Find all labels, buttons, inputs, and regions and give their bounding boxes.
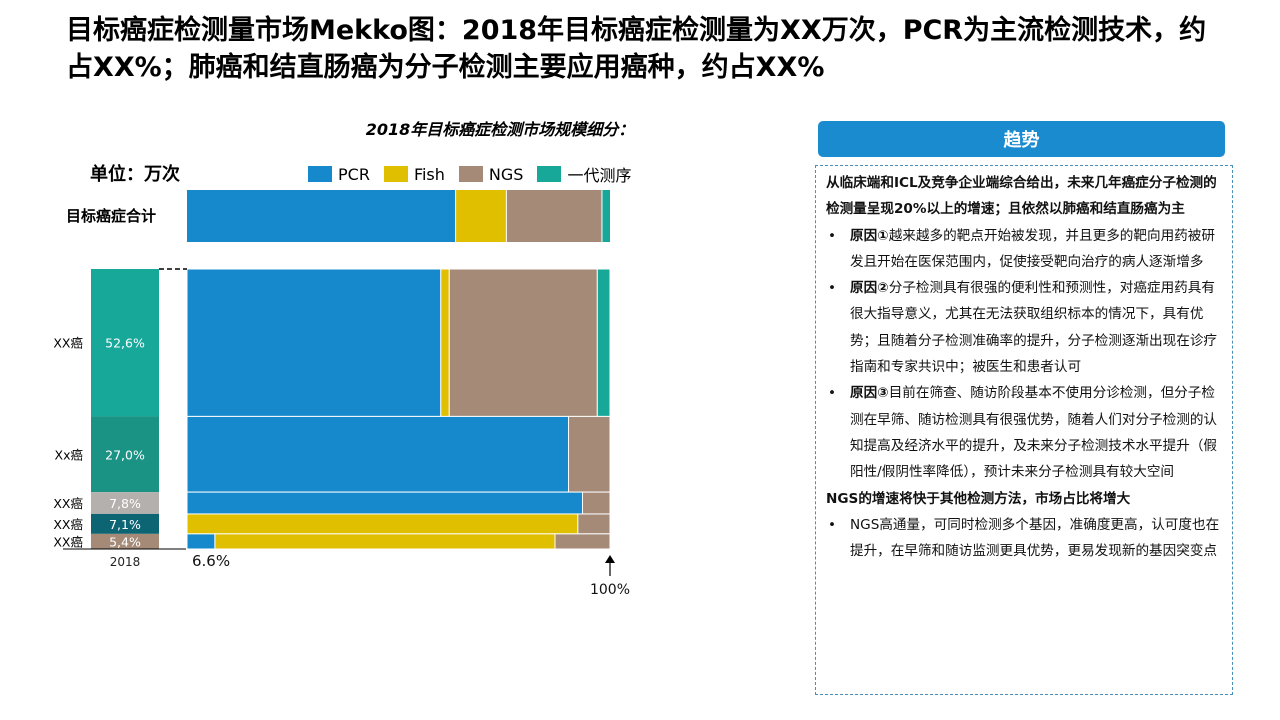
cancer-row-label: Xx癌 [55, 447, 83, 462]
trend-reason-list: 原因①越来越多的靶点开始被发现，并且更多的靶向用药被研发且开始在医保范围内，促使… [826, 223, 1224, 486]
total-bar-pcr [187, 190, 456, 242]
mekko-cell-ngs [568, 415, 611, 493]
chart-title: 2018年目标癌症检测市场规模细分： [365, 120, 635, 139]
legend-item-pcr: PCR [308, 165, 370, 184]
mekko-cell-pcr [186, 415, 570, 493]
x-start-label: 6.6% [192, 552, 230, 570]
legend-item-sanger: 一代测序 [537, 162, 631, 186]
legend-label-pcr: PCR [338, 164, 370, 184]
share-bar-3 [91, 513, 159, 534]
trend-reason-text: 越来越多的靶点开始被发现，并且更多的靶向用药被研发且开始在医保范围内，促使接受靶… [850, 227, 1215, 270]
trend-reason-lead: 原因② [850, 280, 889, 297]
legend-swatch-fish [383, 166, 408, 182]
chart-legend: PCR Fish NGS 一代测序 [308, 162, 631, 186]
legend-item-fish: Fish [383, 164, 445, 184]
trend-reason-item: 原因③目前在筛查、随访阶段基本不使用分诊检测，但分子检测在早筛、随访检测具有很强… [826, 380, 1224, 485]
year-label: 2018 [110, 555, 141, 569]
legend-swatch-ngs [458, 166, 483, 182]
mekko-cell-fish [186, 513, 579, 535]
mekko-cell-ngs [448, 268, 598, 417]
trend-reason-text: 目前在筛查、随访阶段基本不使用分诊检测，但分子检测在早筛、随访检测具有很强优势，… [850, 385, 1218, 481]
mekko-cell-fish [440, 268, 450, 417]
trend-reason-text: 分子检测具有很强的便利性和预测性，对癌症用药具有很大指导意义，尤其在无法获取组织… [850, 280, 1218, 376]
cancer-row-label: XX癌 [53, 336, 83, 351]
legend-label-ngs: NGS [488, 164, 524, 184]
legend-swatch-sanger [537, 166, 562, 182]
legend-swatch-pcr [308, 166, 332, 182]
share-bar-2 [91, 492, 159, 514]
trend-header: 趋势 [818, 121, 1225, 157]
trend-reason-item: 原因①越来越多的靶点开始被发现，并且更多的靶向用药被研发且开始在医保范围内，促使… [826, 223, 1224, 276]
trend-reason-lead: 原因① [850, 227, 889, 244]
mekko-cell-pcr [186, 268, 442, 417]
unit-label: 单位：万次 [90, 164, 180, 185]
mekko-cell-ngs [577, 513, 611, 535]
total-bar-fish [455, 190, 507, 242]
mekko-cell-ngs [554, 533, 611, 550]
total-row-label: 目标癌症合计 [66, 207, 157, 225]
share-label: 52,6% [105, 336, 145, 351]
share-bar-1 [91, 416, 159, 493]
legend-label-fish: Fish [413, 164, 445, 184]
share-bar-0 [91, 269, 159, 417]
ngs-list: NGS高通量，可同时检测多个基因，准确度更高，认可度也在提升，在早筛和随访监测更… [826, 512, 1224, 565]
cancer-row-label: XX癌 [53, 517, 83, 532]
trend-reason-item: 原因②分子检测具有很强的便利性和预测性，对癌症用药具有很大指导意义，尤其在无法获… [826, 275, 1224, 380]
x-end-label: 100% [590, 582, 630, 598]
mekko-cell-pcr [186, 491, 584, 515]
cancer-row-label: XX癌 [53, 496, 83, 511]
share-label: 5,4% [109, 534, 141, 549]
share-bar-4 [91, 533, 159, 549]
mekko-cell-sanger [596, 268, 611, 417]
share-label: 27,0% [105, 447, 145, 462]
trend-panel: 从临床端和ICL及竞争企业端综合给出，未来几年癌症分子检测的检测量呈现20%以上… [815, 165, 1233, 695]
x-end-arrow-head [605, 555, 615, 563]
total-bar-sanger [601, 190, 610, 242]
ngs-item: NGS高通量，可同时检测多个基因，准确度更高，认可度也在提升，在早筛和随访监测更… [826, 512, 1224, 565]
share-label: 7,8% [109, 496, 141, 511]
trend-reason-lead: 原因③ [850, 385, 889, 402]
ngs-item-text: NGS高通量，可同时检测多个基因，准确度更高，认可度也在提升，在早筛和随访监测更… [850, 516, 1220, 560]
legend-label-sanger: 一代测序 [567, 166, 632, 185]
mekko-cell-pcr [186, 533, 216, 550]
total-bar-ngs [506, 190, 602, 242]
cancer-row-label: XX癌 [53, 534, 83, 549]
page-headline: 目标癌症检测量市场Mekko图：2018年目标癌症检测量为XX万次，PCR为主流… [66, 15, 1207, 83]
mekko-cell-fish [214, 533, 556, 550]
mekko-cell-ngs [582, 491, 611, 515]
ngs-heading: NGS的增速将快于其他检测方法，市场占比将增大 [826, 490, 1131, 507]
legend-item-ngs: NGS [458, 164, 524, 184]
trend-intro: 从临床端和ICL及竞争企业端综合给出，未来几年癌症分子检测的检测量呈现20%以上… [826, 175, 1217, 218]
share-label: 7,1% [109, 517, 141, 532]
